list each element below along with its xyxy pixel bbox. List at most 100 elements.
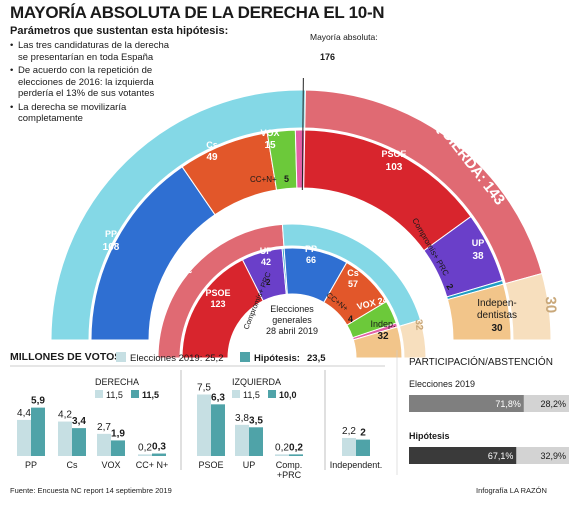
seg-value: 49 bbox=[206, 152, 218, 163]
bar-2019 bbox=[275, 454, 289, 456]
majority-line bbox=[301, 78, 304, 191]
seat-segment-inner bbox=[352, 326, 403, 359]
participation-chart: PARTICIPACIÓN/ABSTENCIÓN Elecciones 2019 7… bbox=[396, 350, 569, 475]
seg-value: 38 bbox=[472, 251, 484, 262]
bullet-item: De acuerdo con la repetición de eleccion… bbox=[10, 65, 175, 100]
seg-value-inner: 57 bbox=[348, 279, 358, 289]
bar-value-hyp: 5,9 bbox=[31, 396, 45, 407]
bar-2019 bbox=[17, 419, 31, 456]
bar-hypothesis bbox=[152, 453, 166, 456]
group-value-hyp: 11,5 bbox=[142, 390, 159, 400]
bar-value-2019: 4,4 bbox=[17, 408, 31, 419]
bar-2019 bbox=[58, 421, 72, 456]
seat-segment bbox=[446, 283, 512, 341]
seg-value-inner: 2 bbox=[266, 278, 271, 287]
bar-value-hyp: 3,5 bbox=[249, 415, 263, 426]
seg-label: Cs bbox=[206, 140, 218, 150]
inner-block-label: 32 bbox=[413, 319, 425, 331]
seg-value-inner: 66 bbox=[306, 255, 316, 265]
participation-value: 71,8% bbox=[495, 399, 521, 409]
seg-value: 2 bbox=[444, 282, 455, 291]
seg-label: VOX bbox=[260, 128, 279, 138]
bar-2019 bbox=[138, 454, 152, 456]
bar-2019 bbox=[235, 424, 249, 456]
group-value-2019: 11,5 bbox=[243, 390, 260, 400]
bar-category-label: UP bbox=[243, 460, 256, 470]
seg-value-inner: 123 bbox=[210, 299, 225, 309]
bar-value-2019: 7,5 bbox=[197, 383, 211, 394]
source-note: Fuente: Encuesta NC report 14 septiembre… bbox=[10, 486, 172, 495]
bar-hypothesis bbox=[289, 454, 303, 456]
bar-value-hyp: 1,9 bbox=[111, 428, 125, 439]
bar-value-2019: 2,7 bbox=[97, 422, 111, 433]
group-swatch bbox=[95, 390, 103, 398]
seat-segment bbox=[294, 129, 306, 189]
seg-label: CC+N+ bbox=[250, 175, 277, 184]
participation-bar bbox=[409, 447, 517, 464]
seg-label: UP bbox=[472, 238, 485, 248]
seg-label-inner: PP bbox=[305, 244, 317, 254]
bar-value-hyp: 3,4 bbox=[72, 416, 86, 427]
bar-value-hyp: 0,2 bbox=[289, 442, 303, 453]
bar-value-2019: 4,2 bbox=[58, 410, 72, 421]
page-title: MAYORÍA ABSOLUTA DE LA DERECHA EL 10-N bbox=[10, 3, 385, 22]
bar-hypothesis bbox=[111, 440, 125, 456]
abstention-value: 32,9% bbox=[540, 451, 566, 461]
seg-label-inner: Indep. bbox=[370, 319, 395, 329]
bar-category-label: VOX bbox=[101, 460, 120, 470]
bar-category-label: PP bbox=[25, 460, 37, 470]
bar-hypothesis bbox=[72, 428, 86, 456]
majority-label: Mayoría absoluta: bbox=[310, 32, 378, 42]
inner-hemicycle bbox=[157, 223, 427, 359]
legend-value-hyp: 23,5 bbox=[307, 353, 326, 364]
seg-label: Indepen- bbox=[477, 298, 516, 309]
bar-2019 bbox=[197, 394, 211, 456]
seg-label: dentistas bbox=[477, 310, 517, 321]
participation-row-label: Hipótesis bbox=[409, 431, 450, 441]
participation-row-label: Elecciones 2019 bbox=[409, 379, 475, 389]
bar-value-2019: 2,2 bbox=[342, 426, 356, 437]
bar-category-label: CC+ N+ bbox=[136, 460, 169, 470]
seg-value-inner: 42 bbox=[261, 257, 271, 267]
bar-hypothesis bbox=[249, 427, 263, 456]
group-header: IZQUIERDA bbox=[232, 377, 281, 387]
bar-hypothesis bbox=[211, 404, 225, 456]
bar-category-label: Cs bbox=[67, 460, 78, 470]
block-band-2 bbox=[504, 272, 552, 341]
bar-hypothesis bbox=[356, 439, 370, 456]
legend-swatch-2019 bbox=[116, 352, 126, 362]
seg-value-inner: 32 bbox=[377, 331, 389, 342]
bar-2019 bbox=[342, 437, 356, 456]
block-label-rest: 30 bbox=[542, 296, 560, 313]
seg-value: 108 bbox=[103, 242, 120, 253]
outer-hemicycle bbox=[50, 78, 552, 341]
bar-value-hyp: 2 bbox=[360, 428, 366, 439]
abstention-value: 28,2% bbox=[540, 399, 566, 409]
bar-value-2019: 3,8 bbox=[235, 413, 249, 424]
seg-value: 30 bbox=[491, 323, 503, 334]
block-band-inner-2 bbox=[398, 319, 427, 359]
group-swatch bbox=[232, 390, 240, 398]
group-swatch bbox=[131, 390, 139, 398]
bar-category-label: +PRC bbox=[277, 470, 302, 480]
inner-title: 28 abril 2019 bbox=[266, 326, 318, 336]
bullet-item: Las tres candidaturas de la derecha se p… bbox=[10, 40, 175, 63]
seg-label-inner: Cs bbox=[347, 268, 359, 278]
bar-chart-title: MILLONES DE VOTOS bbox=[10, 351, 121, 363]
participation-value: 67,1% bbox=[488, 451, 514, 461]
legend-swatch-hyp bbox=[240, 352, 250, 362]
seg-label: PSOE bbox=[381, 149, 406, 159]
inner-title: generales bbox=[272, 315, 312, 325]
seg-value: 103 bbox=[386, 162, 403, 173]
seg-label-inner: PSOE bbox=[205, 288, 230, 298]
seg-value: 5 bbox=[284, 174, 289, 184]
group-value-2019: 11,5 bbox=[106, 390, 123, 400]
seg-label: PP bbox=[105, 229, 117, 239]
participation-title: PARTICIPACIÓN/ABSTENCIÓN bbox=[409, 355, 553, 368]
abstention-bar bbox=[516, 447, 569, 464]
seg-value-inner: 4 bbox=[348, 314, 353, 324]
group-swatch bbox=[268, 390, 276, 398]
seg-value: 15 bbox=[264, 140, 276, 151]
bullet-list: Las tres candidaturas de la derecha se p… bbox=[10, 40, 175, 127]
